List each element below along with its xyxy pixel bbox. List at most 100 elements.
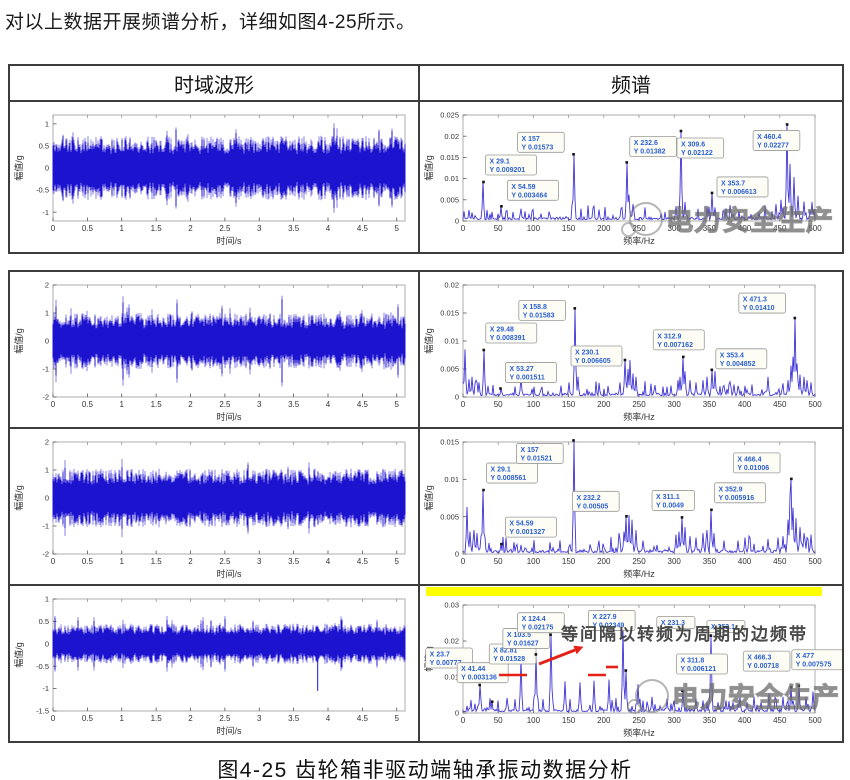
spectrum-cell-2: 0 50 100 150 200 250 300 350 400 450 500 0 0.005 0.01… xyxy=(420,272,842,427)
datatip: X 232.6Y 0.01382 xyxy=(625,136,677,164)
series xyxy=(52,295,406,387)
svg-text:0: 0 xyxy=(51,400,56,409)
svg-text:3.5: 3.5 xyxy=(288,714,300,723)
svg-text:500: 500 xyxy=(808,400,822,409)
svg-text:0.5: 0.5 xyxy=(82,714,94,723)
svg-text:0.015: 0.015 xyxy=(440,153,459,162)
svg-text:频率/Hz: 频率/Hz xyxy=(623,235,655,246)
waveform-core xyxy=(52,464,406,532)
svg-text:Y 0.01382: Y 0.01382 xyxy=(634,148,666,155)
svg-text:0: 0 xyxy=(45,164,49,173)
svg-text:频率/Hz: 频率/Hz xyxy=(623,411,655,422)
svg-text:-0.5: -0.5 xyxy=(36,662,49,671)
svg-text:3: 3 xyxy=(257,224,262,233)
axes: 0 0.5 1 1.5 2 2.5 3 3.5 4 4.5 5 -1.5 -1 -0.5 0 0.5 1 时间/s… xyxy=(13,595,406,736)
column-header-spectrum: 频谱 xyxy=(611,74,651,97)
svg-text:4.5: 4.5 xyxy=(357,557,369,566)
svg-text:Y 0.001511: Y 0.001511 xyxy=(510,375,545,382)
svg-text:100: 100 xyxy=(527,224,541,233)
svg-text:X 227.9: X 227.9 xyxy=(592,614,616,621)
svg-text:500: 500 xyxy=(808,224,822,233)
svg-text:X 23.7: X 23.7 xyxy=(430,652,450,659)
spectrum-line xyxy=(462,440,816,555)
svg-text:X 53.27: X 53.27 xyxy=(510,366,534,373)
svg-text:X 460.4: X 460.4 xyxy=(757,134,781,141)
svg-text:2.5: 2.5 xyxy=(219,557,231,566)
svg-text:5: 5 xyxy=(395,224,400,233)
svg-text:200: 200 xyxy=(597,716,611,725)
svg-text:0: 0 xyxy=(45,639,49,648)
svg-text:1: 1 xyxy=(120,224,125,233)
intro-paragraph: 对以上数据开展频谱分析，详细如图4-25所示。 xyxy=(5,12,416,33)
datatip: X 352.1 xyxy=(706,620,746,637)
svg-text:0.01: 0.01 xyxy=(444,174,459,183)
svg-text:-1: -1 xyxy=(42,365,49,374)
svg-text:0.01: 0.01 xyxy=(444,673,459,682)
svg-text:200: 200 xyxy=(597,557,611,566)
sideband-annotation-text: 等间隔以转频为周期的边频带 xyxy=(561,624,808,644)
datatip: X 311.8 Y 0.006121 xyxy=(676,653,728,693)
red-arrow-head xyxy=(573,645,584,655)
svg-text:Y 0.006605: Y 0.006605 xyxy=(575,358,611,365)
svg-text:Y 0.01006: Y 0.01006 xyxy=(737,465,769,472)
datatip: X 477 Y 0.007575 xyxy=(791,649,842,688)
svg-text:X 477: X 477 xyxy=(796,653,814,660)
svg-text:100: 100 xyxy=(527,716,541,725)
svg-text:0: 0 xyxy=(461,557,466,566)
svg-text:350: 350 xyxy=(703,224,717,233)
svg-text:1.5: 1.5 xyxy=(151,224,163,233)
svg-text:X 232.2: X 232.2 xyxy=(576,495,600,502)
svg-text:4.5: 4.5 xyxy=(357,224,369,233)
svg-text:4: 4 xyxy=(326,400,331,409)
svg-text:-1: -1 xyxy=(42,208,49,217)
svg-text:X 82.81: X 82.81 xyxy=(493,647,517,654)
svg-text:350: 350 xyxy=(703,557,717,566)
svg-text:0.005: 0.005 xyxy=(440,512,459,521)
svg-text:200: 200 xyxy=(597,224,611,233)
svg-text:4.5: 4.5 xyxy=(357,714,369,723)
svg-text:0.015: 0.015 xyxy=(440,309,459,318)
svg-text:2: 2 xyxy=(188,224,193,233)
svg-text:3.5: 3.5 xyxy=(288,557,300,566)
spectrum-cell-1: 0 50 100 150 200 250 300 350 400 450 500 0 0.005 0.01… xyxy=(420,102,842,252)
svg-text:X 29.1: X 29.1 xyxy=(490,467,510,474)
svg-text:X 466.4: X 466.4 xyxy=(737,456,761,463)
spec-4-chart: 0 50 100 150 200 250 300 350 400 450 500 0 0.01 0.02 0… xyxy=(423,601,842,738)
series xyxy=(52,123,406,213)
svg-text:-2: -2 xyxy=(42,550,49,559)
svg-text:-1.5: -1.5 xyxy=(36,707,49,716)
svg-text:Y 0.003464: Y 0.003464 xyxy=(511,192,547,199)
spectrum-plot-1: 0 50 100 150 200 250 300 350 400 450 500 0 0.005 0.01… xyxy=(420,102,842,252)
svg-text:幅值/g: 幅值/g xyxy=(423,155,434,181)
svg-text:500: 500 xyxy=(808,716,822,725)
svg-text:5: 5 xyxy=(395,557,400,566)
series xyxy=(462,440,816,555)
svg-text:Y 0.02175: Y 0.02175 xyxy=(522,625,554,632)
time-plot-3: 0 0.5 1 1.5 2 2.5 3 3.5 4 4.5 5 -2 -1 0 1 2 时间/s 幅值/g xyxy=(10,429,418,584)
spectrum-plot-2: 0 50 100 150 200 250 300 350 400 450 500 0 0.005 0.01… xyxy=(420,272,842,427)
svg-text:0: 0 xyxy=(51,224,56,233)
svg-text:Y 0.01583: Y 0.01583 xyxy=(523,312,555,319)
svg-text:幅值/g: 幅值/g xyxy=(13,155,24,181)
svg-text:X 353.4: X 353.4 xyxy=(720,352,744,359)
svg-text:X 124.4: X 124.4 xyxy=(522,616,546,623)
highlight-bar xyxy=(426,587,822,596)
svg-text:450: 450 xyxy=(773,224,787,233)
svg-text:0.5: 0.5 xyxy=(39,617,49,626)
datatip: X 232.2Y 0.00505 xyxy=(572,490,628,518)
svg-text:Y 0.01528: Y 0.01528 xyxy=(493,656,525,663)
svg-text:1: 1 xyxy=(45,595,49,604)
spectrum-line xyxy=(462,124,816,222)
annotations: 等间隔以转频为周期的边频带 xyxy=(499,624,808,677)
svg-text:450: 450 xyxy=(773,400,787,409)
svg-text:0: 0 xyxy=(455,550,459,559)
svg-text:50: 50 xyxy=(494,716,503,725)
svg-text:300: 300 xyxy=(668,557,682,566)
datatip: X 158.8Y 0.01583 xyxy=(518,299,577,321)
svg-text:Y 0.006121: Y 0.006121 xyxy=(681,666,717,673)
svg-text:Y 0.00777: Y 0.00777 xyxy=(430,660,462,667)
svg-text:X 466.3: X 466.3 xyxy=(747,655,771,662)
